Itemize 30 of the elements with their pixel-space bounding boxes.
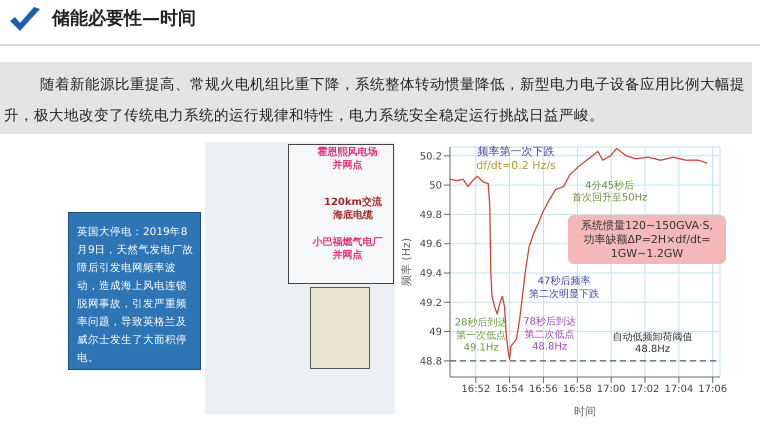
- x-tick-label: 17:04: [664, 384, 694, 396]
- text: 120km交流海底电缆: [324, 197, 382, 222]
- x-tick-label: 16:52: [461, 384, 490, 396]
- y-axis-title: 频率 (Hz): [400, 238, 413, 286]
- text: 英国大停电：2019年8月9日，天然气发电厂故障后引发电网频率波动，造成海上风电连锁脱网事故，引发严重频率问题，导致英格兰及威尔士发生了大面积停电。: [68, 212, 201, 370]
- text: 霍恩熙风电场并网点: [318, 147, 378, 172]
- x-tick-label: 17:06: [698, 384, 728, 396]
- x-axis-title: 时间: [574, 405, 596, 418]
- x-tick-label: 16:56: [529, 384, 558, 396]
- y-tick-label: 48.8: [420, 356, 442, 368]
- x-tick-label: 16:54: [495, 384, 524, 396]
- y-tick-label: 49.4: [420, 268, 442, 280]
- annotation: 78秒后到达第二次低点48.8Hz: [523, 316, 576, 354]
- x-tick-label: 17:00: [596, 384, 626, 396]
- y-tick-label: 50: [429, 180, 442, 192]
- annotation: 频率第一次下跌df/dt=0.2 Hz/s: [476, 145, 556, 172]
- y-tick-label: 50.2: [420, 151, 442, 162]
- annotation: 4分45秒后首次回升至50Hz: [572, 180, 648, 206]
- y-tick-label: 49.6: [420, 239, 442, 250]
- text: 储能必要性—时间: [52, 7, 196, 30]
- annotation: 47秒后频率第二次明显下跌: [529, 276, 599, 301]
- y-tick-label: 49.2: [420, 298, 442, 309]
- text: 小巴福燃气电厂并网点: [312, 237, 382, 262]
- y-tick-label: 49: [429, 327, 442, 338]
- x-tick-label: 17:02: [630, 384, 660, 396]
- annotation: 系统惯量120~150GVA·S,功率缺额ΔP=2H×df/dt=1GW~1.2GW: [580, 219, 714, 260]
- y-tick-label: 49.8: [420, 210, 442, 221]
- ref-line-label: 自动低频卸荷阈值48.8Hz: [612, 332, 692, 357]
- chart-subtitle: 随着新能源比重提高、常规火电机组比重下降，系统整体转动惯量降低，新型电力电子设备应用比例大幅提升，极大地改变了传统电力系统的运行规律和特性，电力系统安全稳定运行挑战日益严峻。: [0, 62, 752, 134]
- x-tick-label: 16:58: [562, 384, 592, 396]
